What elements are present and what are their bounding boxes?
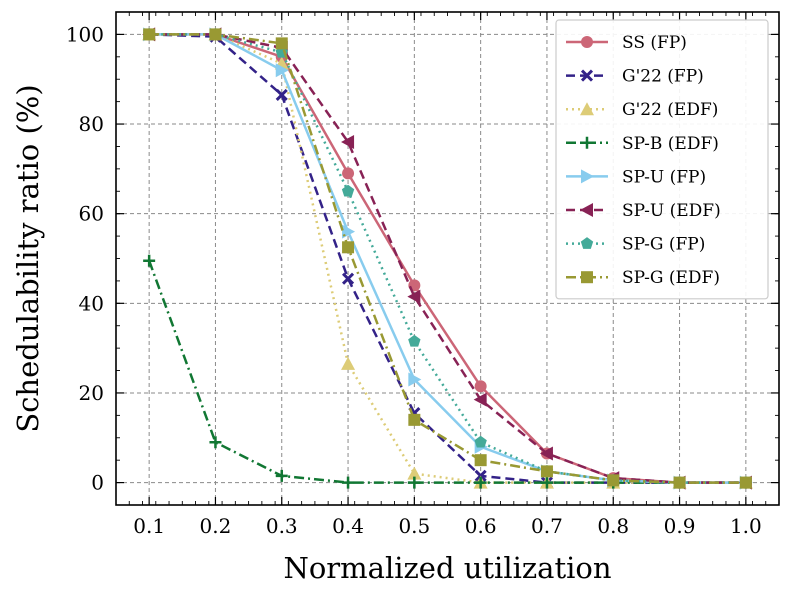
data-point-sp-g-edf (209, 28, 222, 41)
legend-item-sp-g-edf: SP-G (EDF) (566, 268, 720, 288)
data-point-sp-u-edf (539, 446, 553, 461)
legend-label: SS (FP) (622, 33, 687, 53)
legend-label: SP-B (EDF) (622, 134, 719, 154)
data-point-sp-g-edf (540, 465, 553, 478)
data-point-sp-g-edf (739, 476, 752, 489)
y-tick-label: 60 (79, 202, 104, 226)
data-point-sp-u-fp (408, 372, 422, 387)
series-sp-g-edf (143, 28, 752, 489)
legend-marker (581, 169, 594, 184)
legend-item-g-22-edf: G'22 (EDF) (566, 100, 718, 120)
legend-item-g-22-fp: G'22 (FP) (566, 67, 704, 87)
x-tick-label: 0.4 (332, 514, 364, 538)
data-point-g-22-edf (407, 466, 422, 480)
data-point-sp-u-fp (275, 63, 289, 78)
data-point-ss-fp (474, 380, 487, 393)
x-tick-label: 0.7 (531, 514, 563, 538)
data-point-sp-g-fp (341, 184, 355, 197)
x-tick-label: 0.5 (398, 514, 430, 538)
data-point-sp-u-edf (473, 392, 487, 407)
legend-label: SP-G (FP) (622, 235, 705, 255)
data-point-sp-g-edf (342, 241, 355, 254)
legend-label: G'22 (EDF) (622, 100, 718, 120)
x-tick-label: 0.1 (133, 514, 165, 538)
legend-item-sp-u-fp: SP-U (FP) (566, 167, 706, 187)
data-point-sp-b-edf (143, 254, 156, 267)
legend-label: G'22 (FP) (622, 67, 704, 87)
data-point-sp-g-fp (474, 435, 487, 448)
legend-marker (580, 237, 594, 249)
x-tick-label: 0.3 (266, 514, 298, 538)
data-point-sp-b-edf (408, 476, 421, 489)
x-axis-label: Normalized utilization (283, 551, 611, 585)
data-point-ss-fp (342, 167, 355, 180)
data-point-sp-g-edf (408, 413, 421, 426)
legend-item-ss-fp: SS (FP) (566, 33, 687, 53)
data-point-sp-b-edf (209, 436, 222, 449)
data-point-sp-g-edf (673, 476, 686, 489)
legend: SS (FP) G'22 (FP) G'22 (EDF) SP-B (EDF) SP-U… (555, 19, 769, 300)
legend-marker (581, 271, 593, 284)
series-group (142, 27, 753, 490)
legend-label: SP-U (EDF) (622, 201, 721, 221)
legend-item-sp-u-edf: SP-U (EDF) (566, 201, 721, 221)
legend-item-sp-b-edf: SP-B (EDF) (566, 134, 719, 154)
x-tick-label: 0.9 (664, 514, 696, 538)
y-tick-label: 80 (79, 112, 104, 136)
legend-box (555, 19, 769, 300)
data-point-sp-b-edf (474, 476, 487, 489)
legend-item-sp-g-fp: SP-G (FP) (566, 235, 705, 255)
legend-marker (581, 136, 593, 149)
y-tick-label: 20 (79, 381, 104, 405)
data-point-g-22-fp (341, 272, 355, 285)
legend-marker (580, 102, 594, 116)
data-point-sp-g-edf (474, 454, 487, 467)
y-tick-label: 0 (91, 471, 104, 495)
y-axis-label: Schedulability ratio (%) (11, 84, 45, 432)
axes (115, 11, 780, 506)
data-point-sp-b-edf (540, 476, 553, 489)
legend-marker (580, 203, 593, 217)
data-point-sp-b-edf (342, 476, 355, 489)
tick-labels: 0.1 0.2 0.3 0.4 0.5 0.6 0.7 0.8 0.9 1.0 0 20 40 60 80 1… (66, 22, 762, 538)
data-point-sp-b-edf (275, 469, 288, 482)
legend-marker (581, 36, 593, 48)
legend-marker (580, 69, 594, 82)
x-tick-label: 0.6 (465, 514, 497, 538)
x-tick-label: 0.8 (597, 514, 629, 538)
legend-label: SP-U (FP) (622, 167, 706, 187)
data-point-sp-u-edf (407, 289, 421, 304)
legend-label: SP-G (EDF) (622, 268, 720, 288)
data-point-sp-u-edf (341, 134, 355, 149)
x-tick-label: 1.0 (730, 514, 762, 538)
series-line-g-22-edf (149, 33, 746, 484)
data-point-g-22-edf (341, 356, 356, 370)
data-point-sp-g-edf (275, 37, 288, 50)
data-point-sp-g-edf (607, 474, 620, 487)
data-point-sp-g-fp (408, 334, 421, 347)
data-point-sp-g-edf (143, 28, 156, 41)
y-tick-label: 40 (79, 291, 104, 315)
y-tick-label: 100 (66, 22, 104, 46)
data-point-g-22-fp (275, 88, 288, 101)
x-tick-label: 0.2 (200, 514, 232, 538)
series-line-sp-u-edf (149, 33, 746, 484)
